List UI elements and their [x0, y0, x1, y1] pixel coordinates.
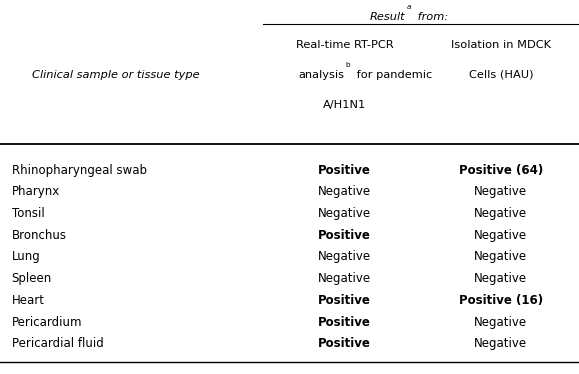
Text: Rhinopharyngeal swab: Rhinopharyngeal swab — [12, 164, 146, 177]
Text: Pericardial fluid: Pericardial fluid — [12, 337, 103, 350]
Text: Positive: Positive — [318, 294, 371, 307]
Text: from:: from: — [414, 12, 448, 22]
Text: Negative: Negative — [474, 207, 527, 220]
Text: Positive: Positive — [318, 316, 371, 328]
Text: Negative: Negative — [474, 316, 527, 328]
Text: Spleen: Spleen — [12, 272, 52, 285]
Text: Negative: Negative — [318, 272, 371, 285]
Text: Negative: Negative — [474, 229, 527, 242]
Text: Negative: Negative — [474, 186, 527, 198]
Text: Isolation in MDCK: Isolation in MDCK — [451, 40, 551, 50]
Text: Pericardium: Pericardium — [12, 316, 82, 328]
Text: analysis: analysis — [299, 70, 345, 80]
Text: Heart: Heart — [12, 294, 45, 307]
Text: Positive: Positive — [318, 337, 371, 350]
Text: Cells (HAU): Cells (HAU) — [468, 70, 533, 80]
Text: Lung: Lung — [12, 251, 41, 263]
Text: Pharynx: Pharynx — [12, 186, 60, 198]
Text: Tonsil: Tonsil — [12, 207, 45, 220]
Text: Negative: Negative — [318, 207, 371, 220]
Text: Positive: Positive — [318, 229, 371, 242]
Text: Positive (64): Positive (64) — [459, 164, 543, 177]
Text: Negative: Negative — [474, 272, 527, 285]
Text: Negative: Negative — [318, 186, 371, 198]
Text: Bronchus: Bronchus — [12, 229, 67, 242]
Text: Positive: Positive — [318, 164, 371, 177]
Text: a: a — [406, 4, 411, 10]
Text: Real-time RT-PCR: Real-time RT-PCR — [296, 40, 393, 50]
Text: Negative: Negative — [474, 251, 527, 263]
Text: Result: Result — [369, 12, 405, 22]
Text: b: b — [345, 62, 350, 68]
Text: Clinical sample or tissue type: Clinical sample or tissue type — [32, 70, 200, 80]
Text: Negative: Negative — [318, 251, 371, 263]
Text: Positive (16): Positive (16) — [459, 294, 543, 307]
Text: A/H1N1: A/H1N1 — [323, 100, 366, 110]
Text: for pandemic: for pandemic — [353, 70, 433, 80]
Text: Negative: Negative — [474, 337, 527, 350]
